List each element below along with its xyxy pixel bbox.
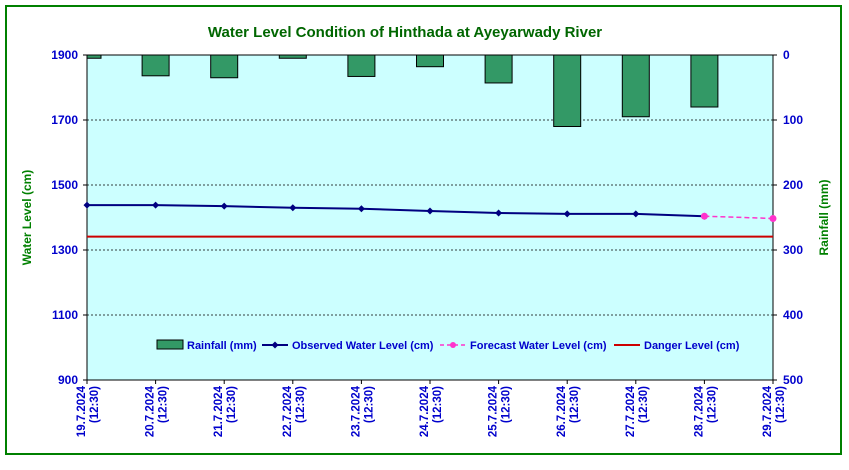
legend-label-rainfall: Rainfall (mm) — [187, 340, 257, 352]
legend-marker-observed — [271, 341, 279, 349]
x-axis-tick-label: 27.7.2024(12:30) — [625, 385, 650, 437]
observed-water-level-line — [87, 204, 705, 218]
left-axis-title: Water Level (cm) — [20, 170, 34, 266]
right-axis-tick-label: 200 — [783, 178, 803, 192]
left-axis-tick-label: 1700 — [51, 113, 78, 127]
forecast-water-level-point — [700, 212, 708, 220]
left-axis-tick-label: 1500 — [51, 178, 78, 192]
rainfall-bar — [210, 54, 239, 79]
left-axis-tick-label: 900 — [58, 373, 78, 387]
observed-water-level-point — [152, 201, 160, 209]
plot-area — [86, 54, 774, 381]
x-axis-tick-label: 19.7.2024(12:30) — [76, 385, 101, 437]
rainfall-bar — [347, 54, 376, 77]
rainfall-bar — [621, 54, 650, 118]
x-axis-tick-label: 20.7.2024(12:30) — [145, 385, 170, 437]
x-axis-tick-label: 28.7.2024(12:30) — [693, 385, 718, 437]
rainfall-bar — [278, 54, 307, 59]
left-axis-tick-label: 1100 — [52, 308, 78, 322]
right-axis-tick-label: 500 — [783, 373, 803, 387]
chart-title: Water Level Condition of Hinthada at Aye… — [208, 24, 602, 41]
rainfall-bar — [553, 54, 582, 127]
observed-water-level-point — [563, 210, 571, 218]
observed-water-level-point — [632, 210, 640, 218]
x-axis-tick-label: 23.7.2024(12:30) — [350, 385, 375, 437]
observed-water-level-point — [220, 202, 228, 210]
rainfall-bar — [484, 54, 513, 84]
x-axis-tick-label: 29.7.2024(12:30) — [762, 385, 787, 437]
observed-water-level-point — [289, 204, 297, 212]
observed-water-level-point — [426, 207, 434, 215]
legend-swatch-rainfall — [156, 339, 184, 350]
right-axis-tick-label: 300 — [783, 243, 803, 257]
x-axis-tick-label: 22.7.2024(12:30) — [282, 385, 307, 437]
observed-water-level-point — [495, 209, 503, 217]
rainfall-bar — [86, 54, 102, 59]
x-axis-tick-label: 21.7.2024(12:30) — [213, 385, 238, 437]
right-axis-title: Rainfall (mm) — [817, 179, 831, 255]
legend-label-forecast: Forecast Water Level (cm) — [470, 340, 607, 352]
right-axis-tick-label: 100 — [783, 113, 803, 127]
observed-water-level-point — [357, 205, 365, 213]
right-axis-tick-label: 0 — [783, 48, 790, 62]
rainfall-bar — [141, 54, 170, 77]
legend-label-observed: Observed Water Level (cm) — [292, 340, 434, 352]
left-axis-tick-label: 1300 — [51, 243, 78, 257]
rainfall-bar — [416, 54, 444, 68]
x-axis-tick-label: 25.7.2024(12:30) — [488, 385, 513, 437]
legend-marker-forecast — [450, 342, 456, 348]
x-axis-tick-label: 26.7.2024(12:30) — [556, 385, 581, 437]
observed-water-level-point — [83, 201, 91, 209]
right-axis-tick-label: 400 — [783, 308, 803, 322]
legend-label-danger: Danger Level (cm) — [644, 340, 740, 352]
x-axis-tick-label: 24.7.2024(12:30) — [419, 385, 444, 437]
rainfall-bar — [690, 54, 719, 108]
forecast-water-level-line — [704, 215, 774, 220]
forecast-water-level-point — [769, 214, 777, 222]
left-axis-tick-label: 1900 — [51, 48, 78, 62]
